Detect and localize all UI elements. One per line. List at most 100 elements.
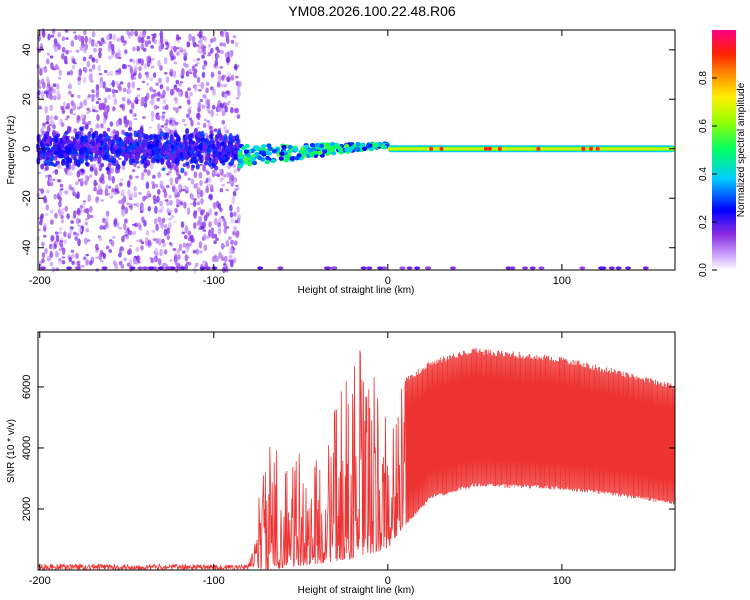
band-mark <box>140 159 145 165</box>
noise-mark <box>146 83 150 86</box>
noise-mark <box>134 261 139 265</box>
noise-mark <box>205 81 210 87</box>
noise-mark <box>133 186 137 192</box>
band-mark <box>97 156 102 164</box>
noise-mark <box>49 115 54 120</box>
noise-mark <box>163 249 168 255</box>
noise-mark <box>173 61 178 65</box>
noise-mark <box>84 221 88 226</box>
band-mark <box>114 160 119 167</box>
noise-mark <box>118 85 122 92</box>
noise-mark <box>228 254 232 261</box>
trace-mark <box>372 142 378 148</box>
noise-mark <box>181 68 185 76</box>
noise-mark <box>170 53 175 57</box>
noise-mark <box>156 218 161 221</box>
band-mark <box>80 135 85 143</box>
noise-mark <box>83 46 87 54</box>
noise-mark <box>132 72 137 77</box>
noise-mark <box>185 186 189 192</box>
noise-mark <box>223 83 228 88</box>
noise-mark <box>138 72 142 80</box>
colorbar-tick-label: 0.8 <box>698 71 709 85</box>
noise-mark <box>208 221 212 228</box>
noise-mark <box>158 77 162 84</box>
noise-mark <box>110 43 115 52</box>
band-mark <box>168 138 173 145</box>
noise-mark <box>140 241 145 245</box>
band-mark <box>194 141 199 146</box>
noise-mark <box>237 90 241 98</box>
band-mark <box>124 131 129 137</box>
noise-mark <box>220 32 225 38</box>
noise-mark <box>208 208 212 216</box>
noise-mark <box>100 123 104 129</box>
noise-mark <box>105 87 109 93</box>
trace-mark <box>302 150 308 156</box>
noise-mark <box>55 234 60 243</box>
band-mark <box>105 137 110 142</box>
noise-mark <box>119 260 123 266</box>
band-mark <box>217 151 222 156</box>
noise-mark <box>163 224 168 229</box>
noise-mark <box>174 257 178 265</box>
noise-mark <box>207 51 212 56</box>
noise-mark <box>91 64 96 70</box>
trace-mark <box>318 143 324 149</box>
band-mark <box>205 141 210 146</box>
noise-mark <box>164 72 168 75</box>
trace-mark <box>261 144 267 149</box>
noise-mark <box>111 176 116 184</box>
noise-mark <box>122 43 126 46</box>
noise-mark <box>95 256 99 259</box>
noise-mark <box>77 238 81 247</box>
noise-mark <box>83 208 88 213</box>
noise-mark <box>66 170 71 177</box>
trace-mark <box>326 145 332 150</box>
trace-mark <box>309 153 315 158</box>
noise-mark <box>192 41 197 48</box>
noise-mark <box>53 95 57 101</box>
noise-mark <box>211 233 215 239</box>
noise-mark <box>212 201 217 210</box>
noise-mark <box>196 201 201 206</box>
noise-mark <box>229 204 233 212</box>
band-mark <box>139 126 144 135</box>
noise-mark <box>150 45 154 49</box>
noise-mark <box>132 257 137 261</box>
noise-mark <box>91 94 95 98</box>
trace-mark <box>279 151 285 156</box>
noise-mark <box>71 164 76 171</box>
noise-mark <box>65 49 69 55</box>
noise-mark <box>54 231 59 235</box>
noise-mark <box>161 238 165 244</box>
band-mark <box>133 130 138 138</box>
noise-mark <box>106 127 111 132</box>
noise-mark <box>211 104 216 110</box>
noise-mark <box>72 113 77 116</box>
band-mark <box>40 163 45 170</box>
noise-mark <box>96 114 100 122</box>
trace-mark <box>237 164 243 169</box>
noise-mark <box>159 221 163 226</box>
band-mark <box>123 136 128 145</box>
noise-mark <box>46 114 50 122</box>
noise-mark <box>52 88 57 94</box>
noise-mark <box>126 97 131 106</box>
noise-mark <box>199 189 204 198</box>
noise-mark <box>185 261 190 265</box>
noise-mark <box>174 96 179 105</box>
noise-mark <box>157 188 161 195</box>
noise-mark <box>84 237 88 245</box>
noise-mark <box>201 71 206 79</box>
noise-mark <box>202 260 206 265</box>
noise-mark <box>41 258 45 264</box>
noise-mark <box>184 254 189 262</box>
noise-mark <box>47 33 51 41</box>
noise-mark <box>216 171 220 175</box>
noise-mark <box>227 100 232 104</box>
noise-mark <box>127 81 131 89</box>
noise-mark <box>61 260 66 265</box>
trace-mark <box>266 151 272 156</box>
